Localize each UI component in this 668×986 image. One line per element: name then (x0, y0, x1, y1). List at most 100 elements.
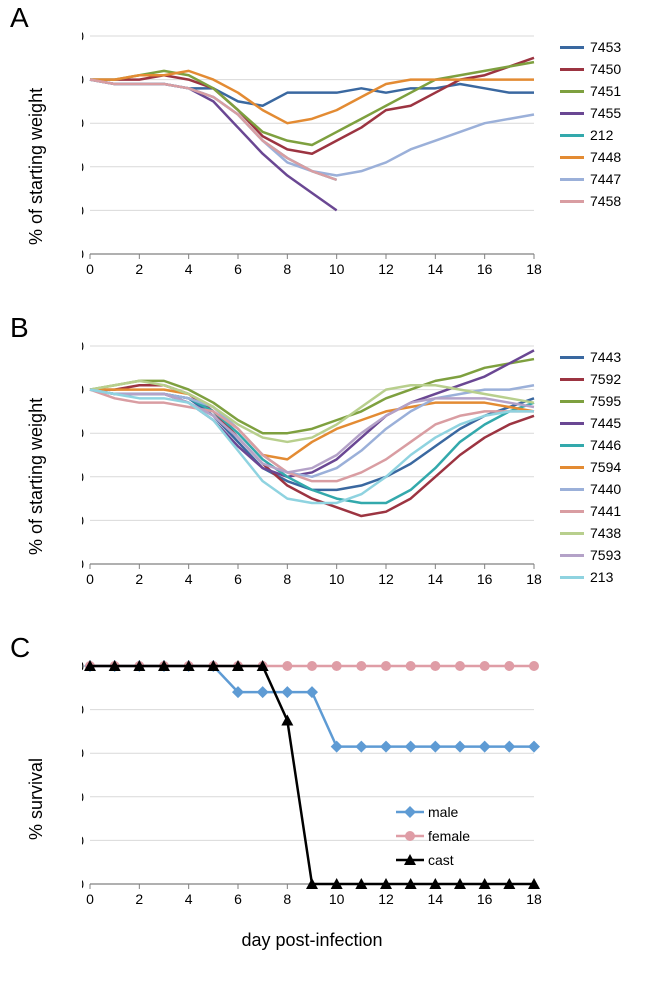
panel-b: 60708090100110024681012141618 (82, 340, 542, 570)
legend-label: 213 (590, 569, 613, 585)
svg-text:18: 18 (526, 891, 542, 907)
legend-item: female (394, 824, 470, 848)
svg-text:18: 18 (526, 261, 542, 277)
svg-text:100: 100 (82, 660, 84, 674)
legend-swatch (560, 532, 584, 535)
legend-label: 7455 (590, 105, 621, 121)
panel-a-ylabel: % of starting weight (26, 88, 47, 245)
panel-c-legend: male female cast (394, 800, 470, 872)
legend-swatch (560, 444, 584, 447)
svg-text:90: 90 (82, 115, 84, 131)
svg-text:40: 40 (82, 789, 84, 805)
legend-swatch (560, 90, 584, 93)
legend-item: 7455 (560, 102, 621, 124)
svg-text:80: 80 (82, 469, 84, 485)
svg-text:2: 2 (135, 891, 143, 907)
svg-text:2: 2 (135, 261, 143, 277)
legend-label: 7443 (590, 349, 621, 365)
svg-text:100: 100 (82, 72, 84, 88)
svg-text:12: 12 (378, 571, 394, 587)
legend-item: 7593 (560, 544, 621, 566)
legend-item: 7443 (560, 346, 621, 368)
legend-swatch (560, 178, 584, 181)
legend-label: male (428, 804, 458, 820)
svg-text:110: 110 (82, 340, 84, 354)
legend-swatch (560, 378, 584, 381)
legend-item: 7441 (560, 500, 621, 522)
svg-text:6: 6 (234, 571, 242, 587)
legend-swatch (560, 356, 584, 359)
legend-label: 7593 (590, 547, 621, 563)
svg-text:6: 6 (234, 261, 242, 277)
legend-item: cast (394, 848, 470, 872)
legend-swatch (560, 488, 584, 491)
panel-c-ylabel: % survival (26, 758, 47, 840)
svg-text:4: 4 (185, 891, 193, 907)
svg-text:14: 14 (428, 571, 444, 587)
svg-text:16: 16 (477, 891, 493, 907)
svg-text:18: 18 (526, 571, 542, 587)
svg-text:60: 60 (82, 246, 84, 262)
legend-label: 7445 (590, 415, 621, 431)
legend-item: 7440 (560, 478, 621, 500)
legend-label: 7441 (590, 503, 621, 519)
legend-item: 7447 (560, 168, 621, 190)
legend-label: 7447 (590, 171, 621, 187)
legend-label: 7592 (590, 371, 621, 387)
svg-text:12: 12 (378, 891, 394, 907)
legend-item: 7592 (560, 368, 621, 390)
legend-label: 7451 (590, 83, 621, 99)
svg-text:70: 70 (82, 202, 84, 218)
legend-swatch (560, 466, 584, 469)
legend-swatch (560, 156, 584, 159)
legend-swatch (560, 68, 584, 71)
svg-text:16: 16 (477, 261, 493, 277)
panel-c-label: C (10, 632, 30, 664)
legend-label: 212 (590, 127, 613, 143)
legend-item: 7458 (560, 190, 621, 212)
legend-swatch (560, 46, 584, 49)
legend-item: 213 (560, 566, 621, 588)
legend-item: 7453 (560, 36, 621, 58)
legend-swatch (560, 200, 584, 203)
panel-a-legend: 7453 7450 7451 7455 212 7448 7447 7458 (560, 36, 621, 212)
legend-label: 7595 (590, 393, 621, 409)
svg-text:14: 14 (428, 891, 444, 907)
legend-label: female (428, 828, 470, 844)
svg-text:80: 80 (82, 702, 84, 718)
svg-text:10: 10 (329, 571, 345, 587)
legend-label: 7594 (590, 459, 621, 475)
legend-item: 7451 (560, 80, 621, 102)
panel-b-ylabel: % of starting weight (26, 398, 47, 555)
legend-swatch (560, 422, 584, 425)
svg-text:14: 14 (428, 261, 444, 277)
legend-swatch (560, 576, 584, 579)
svg-text:4: 4 (185, 261, 193, 277)
legend-swatch (560, 554, 584, 557)
legend-label: 7438 (590, 525, 621, 541)
svg-text:60: 60 (82, 745, 84, 761)
svg-text:0: 0 (86, 571, 94, 587)
legend-label: 7446 (590, 437, 621, 453)
legend-label: 7453 (590, 39, 621, 55)
legend-swatch (560, 134, 584, 137)
svg-text:90: 90 (82, 425, 84, 441)
legend-item: 7450 (560, 58, 621, 80)
svg-text:4: 4 (185, 571, 193, 587)
svg-text:8: 8 (283, 891, 291, 907)
svg-text:10: 10 (329, 261, 345, 277)
legend-item: 7448 (560, 146, 621, 168)
legend-label: 7440 (590, 481, 621, 497)
panel-c: 020406080100024681012141618 (82, 660, 542, 890)
svg-text:20: 20 (82, 832, 84, 848)
legend-label: cast (428, 852, 454, 868)
legend-item: 7594 (560, 456, 621, 478)
legend-swatch (560, 400, 584, 403)
panel-b-label: B (10, 312, 29, 344)
svg-text:16: 16 (477, 571, 493, 587)
panel-b-chart: 60708090100110024681012141618 (82, 340, 542, 600)
figure: A 60708090100110024681012141618 % of sta… (0, 0, 668, 986)
svg-text:60: 60 (82, 556, 84, 572)
svg-text:2: 2 (135, 571, 143, 587)
svg-text:8: 8 (283, 261, 291, 277)
